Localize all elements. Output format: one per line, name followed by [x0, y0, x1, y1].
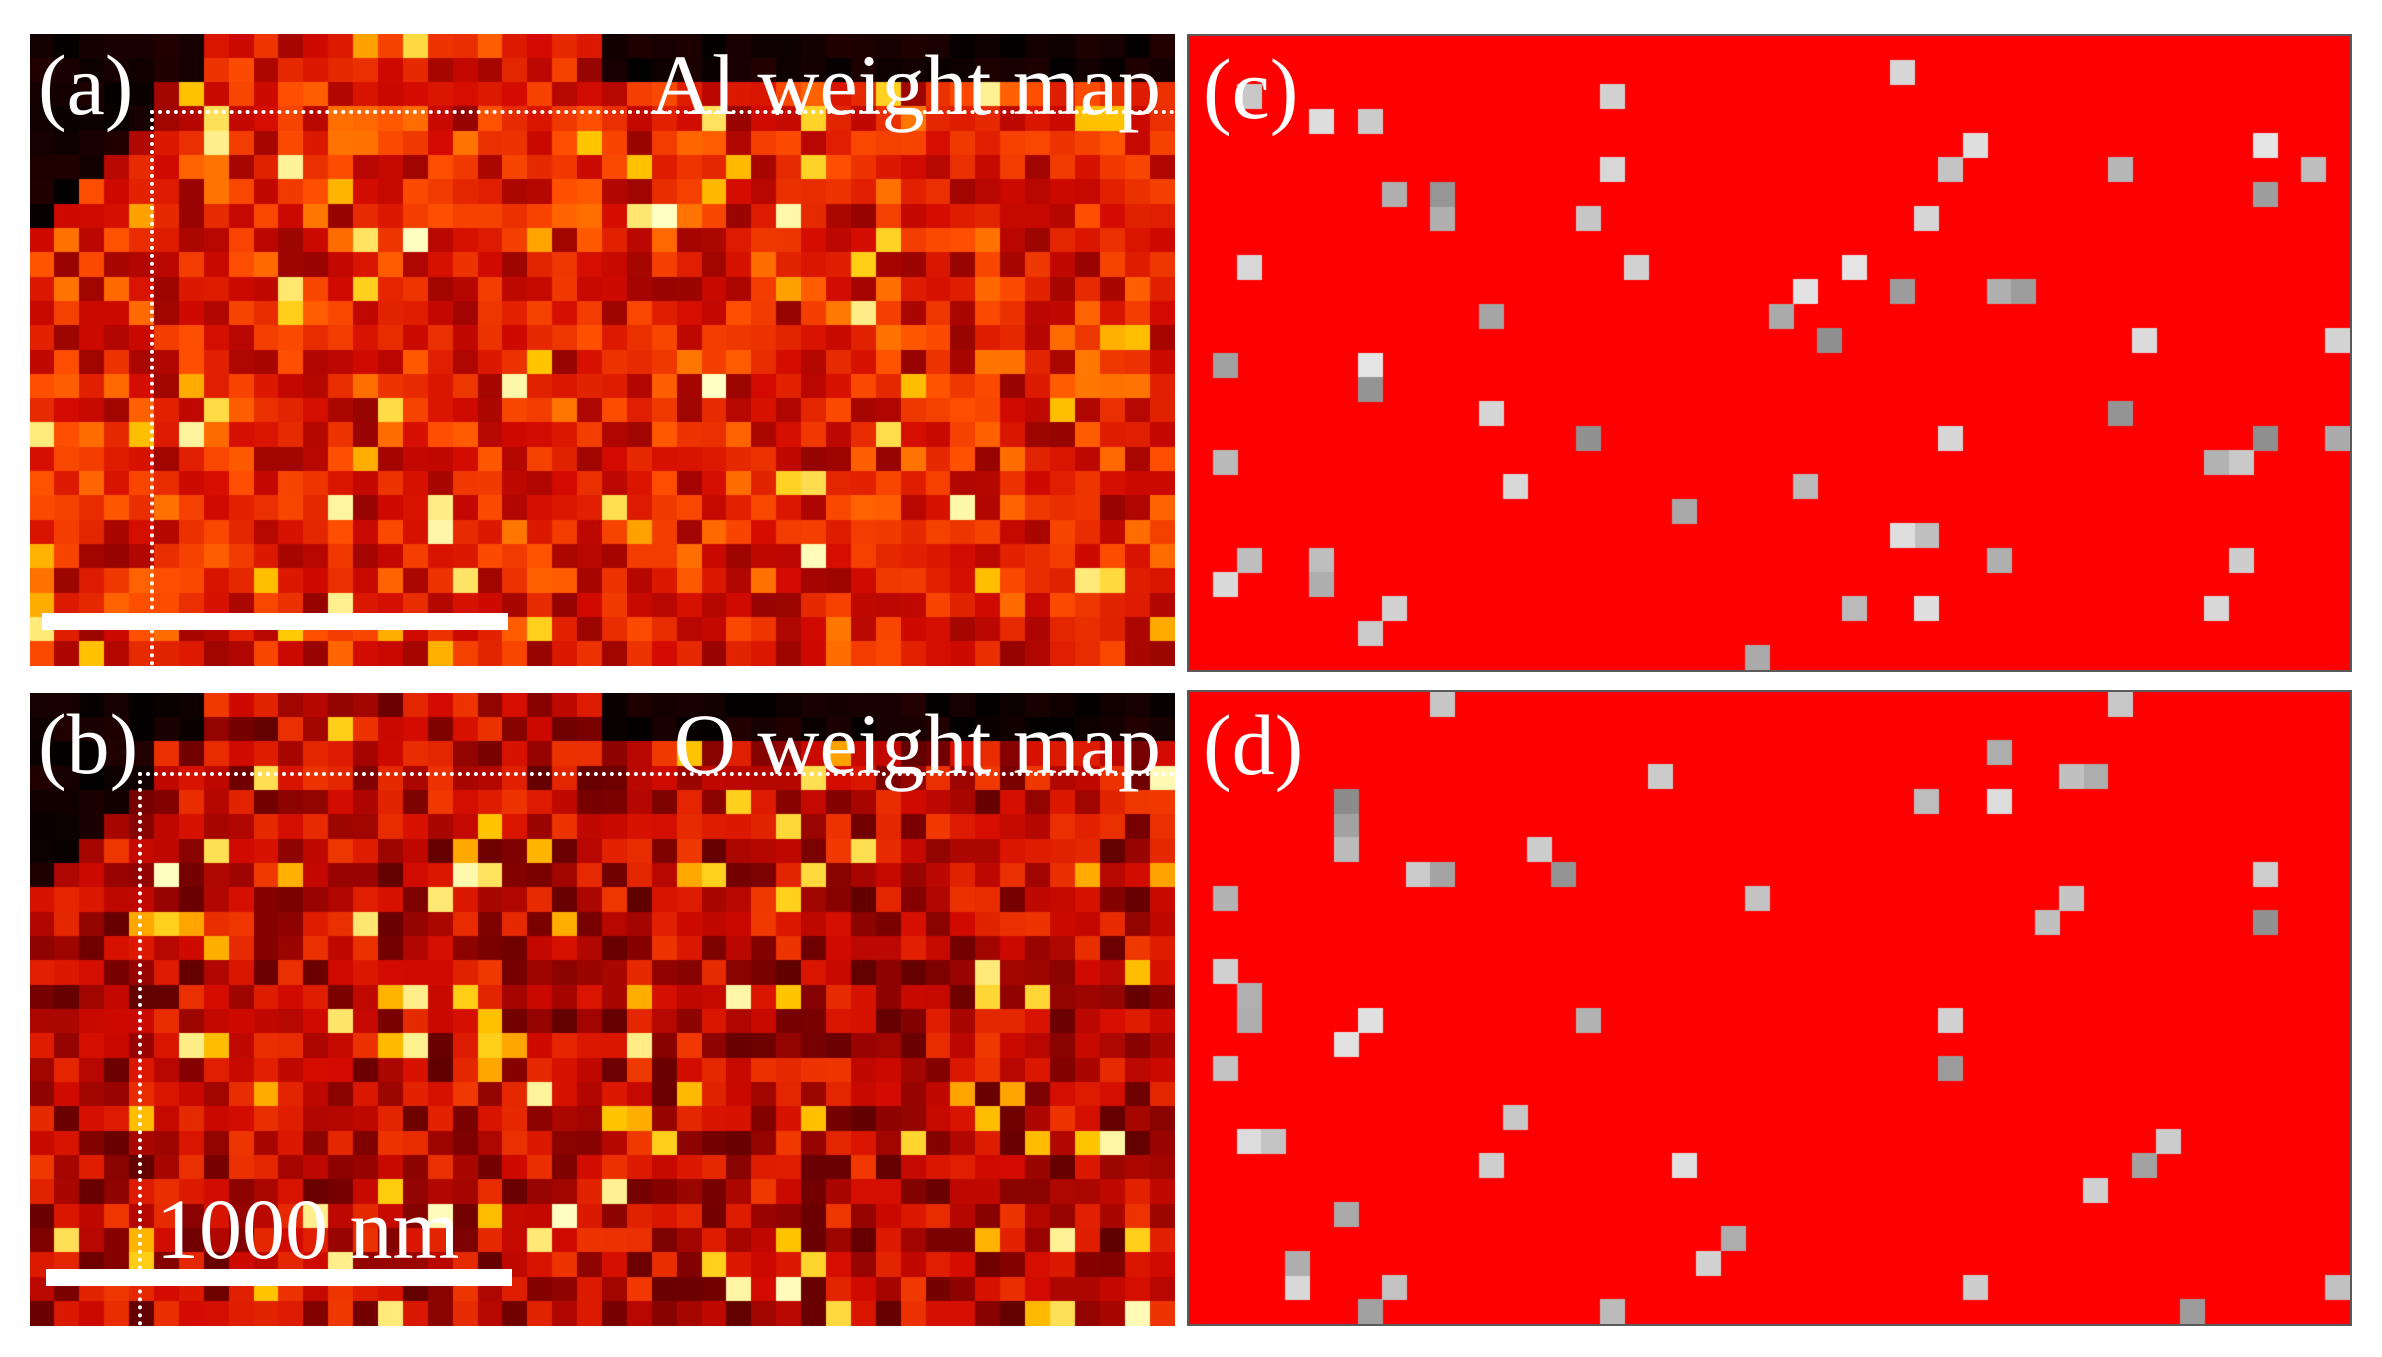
panel-label-c: (c)	[1203, 41, 1299, 137]
scale-bar	[46, 1269, 512, 1286]
panel-label-a: (a)	[38, 37, 134, 133]
outlier-map-panel-c: (c)	[1187, 34, 2352, 672]
outlier-pixel-map	[1189, 36, 2350, 670]
outlier-pixel-map	[1189, 692, 2350, 1324]
outlier-map-panel-d: (d)	[1187, 690, 2352, 1326]
al-weight-heatmap	[30, 34, 1175, 666]
map-title-al: Al weight map	[649, 37, 1161, 133]
o-weight-map-panel: 1000 nm (b) O weight map	[30, 693, 1175, 1326]
roi-dotted-outline	[150, 110, 1175, 666]
map-title-o: O weight map	[673, 696, 1161, 792]
al-weight-map-panel: (a) Al weight map	[30, 34, 1175, 666]
scale-bar	[42, 613, 508, 630]
panel-label-d: (d)	[1203, 697, 1304, 793]
scale-bar-label: 1000 nm	[156, 1181, 460, 1277]
roi-dotted-outline	[138, 772, 1175, 1326]
o-weight-heatmap	[30, 693, 1175, 1326]
panel-label-b: (b)	[38, 696, 139, 792]
